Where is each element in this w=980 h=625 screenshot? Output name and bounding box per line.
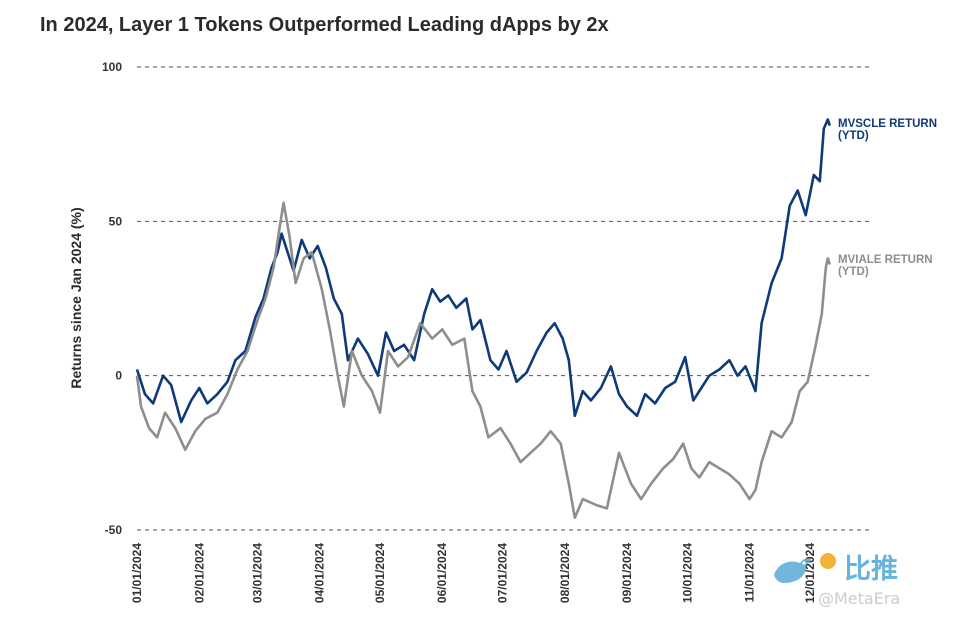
series-lines bbox=[135, 118, 832, 519]
x-tick-label: 12/01/2024 bbox=[803, 543, 817, 603]
x-tick-label: 06/01/2024 bbox=[435, 543, 449, 603]
x-tick-label: 05/01/2024 bbox=[373, 543, 387, 603]
x-tick-label: 10/01/2024 bbox=[680, 543, 694, 603]
series-line-mvscle bbox=[135, 118, 832, 424]
x-tick-label: 04/01/2024 bbox=[313, 543, 327, 603]
x-axis-ticks: 01/01/2024 02/01/2024 03/01/2024 04/01/2024… bbox=[130, 543, 817, 603]
coin-icon bbox=[820, 553, 836, 569]
y-tick-label: -50 bbox=[105, 523, 123, 537]
x-tick-label: 08/01/2024 bbox=[558, 543, 572, 603]
y-tick-label: 0 bbox=[115, 369, 122, 383]
watermark: 比推 @MetaEra bbox=[770, 547, 960, 615]
watermark-cn-text: 比推 bbox=[844, 554, 898, 585]
x-tick-label: 11/01/2024 bbox=[743, 543, 757, 603]
series-label: (YTD) bbox=[838, 130, 869, 142]
x-tick-label: 09/01/2024 bbox=[620, 543, 634, 603]
x-tick-label: 01/01/2024 bbox=[130, 543, 144, 603]
y-tick-label: 100 bbox=[102, 60, 122, 74]
x-tick-label: 07/01/2024 bbox=[495, 543, 509, 603]
bird-logo-icon bbox=[774, 558, 812, 583]
gridlines bbox=[137, 66, 870, 531]
y-axis-ticks: 100 50 0 -50 bbox=[102, 60, 122, 537]
series-labels: MVSCLE RETURN(YTD)MVIALE RETURN(YTD) bbox=[838, 118, 937, 278]
x-tick-label: 03/01/2024 bbox=[250, 543, 264, 603]
watermark-brand: @MetaEra bbox=[818, 589, 901, 608]
chart-title: In 2024, Layer 1 Tokens Outperformed Lea… bbox=[40, 14, 609, 36]
series-line-mviale bbox=[135, 201, 832, 519]
y-tick-label: 50 bbox=[109, 214, 123, 228]
x-tick-label: 02/01/2024 bbox=[192, 543, 206, 603]
series-label: MVSCLE RETURN bbox=[838, 118, 937, 130]
y-axis-label: Returns since Jan 2024 (%) bbox=[68, 207, 84, 388]
series-label: (YTD) bbox=[838, 266, 869, 278]
series-label: MVIALE RETURN bbox=[838, 254, 933, 266]
